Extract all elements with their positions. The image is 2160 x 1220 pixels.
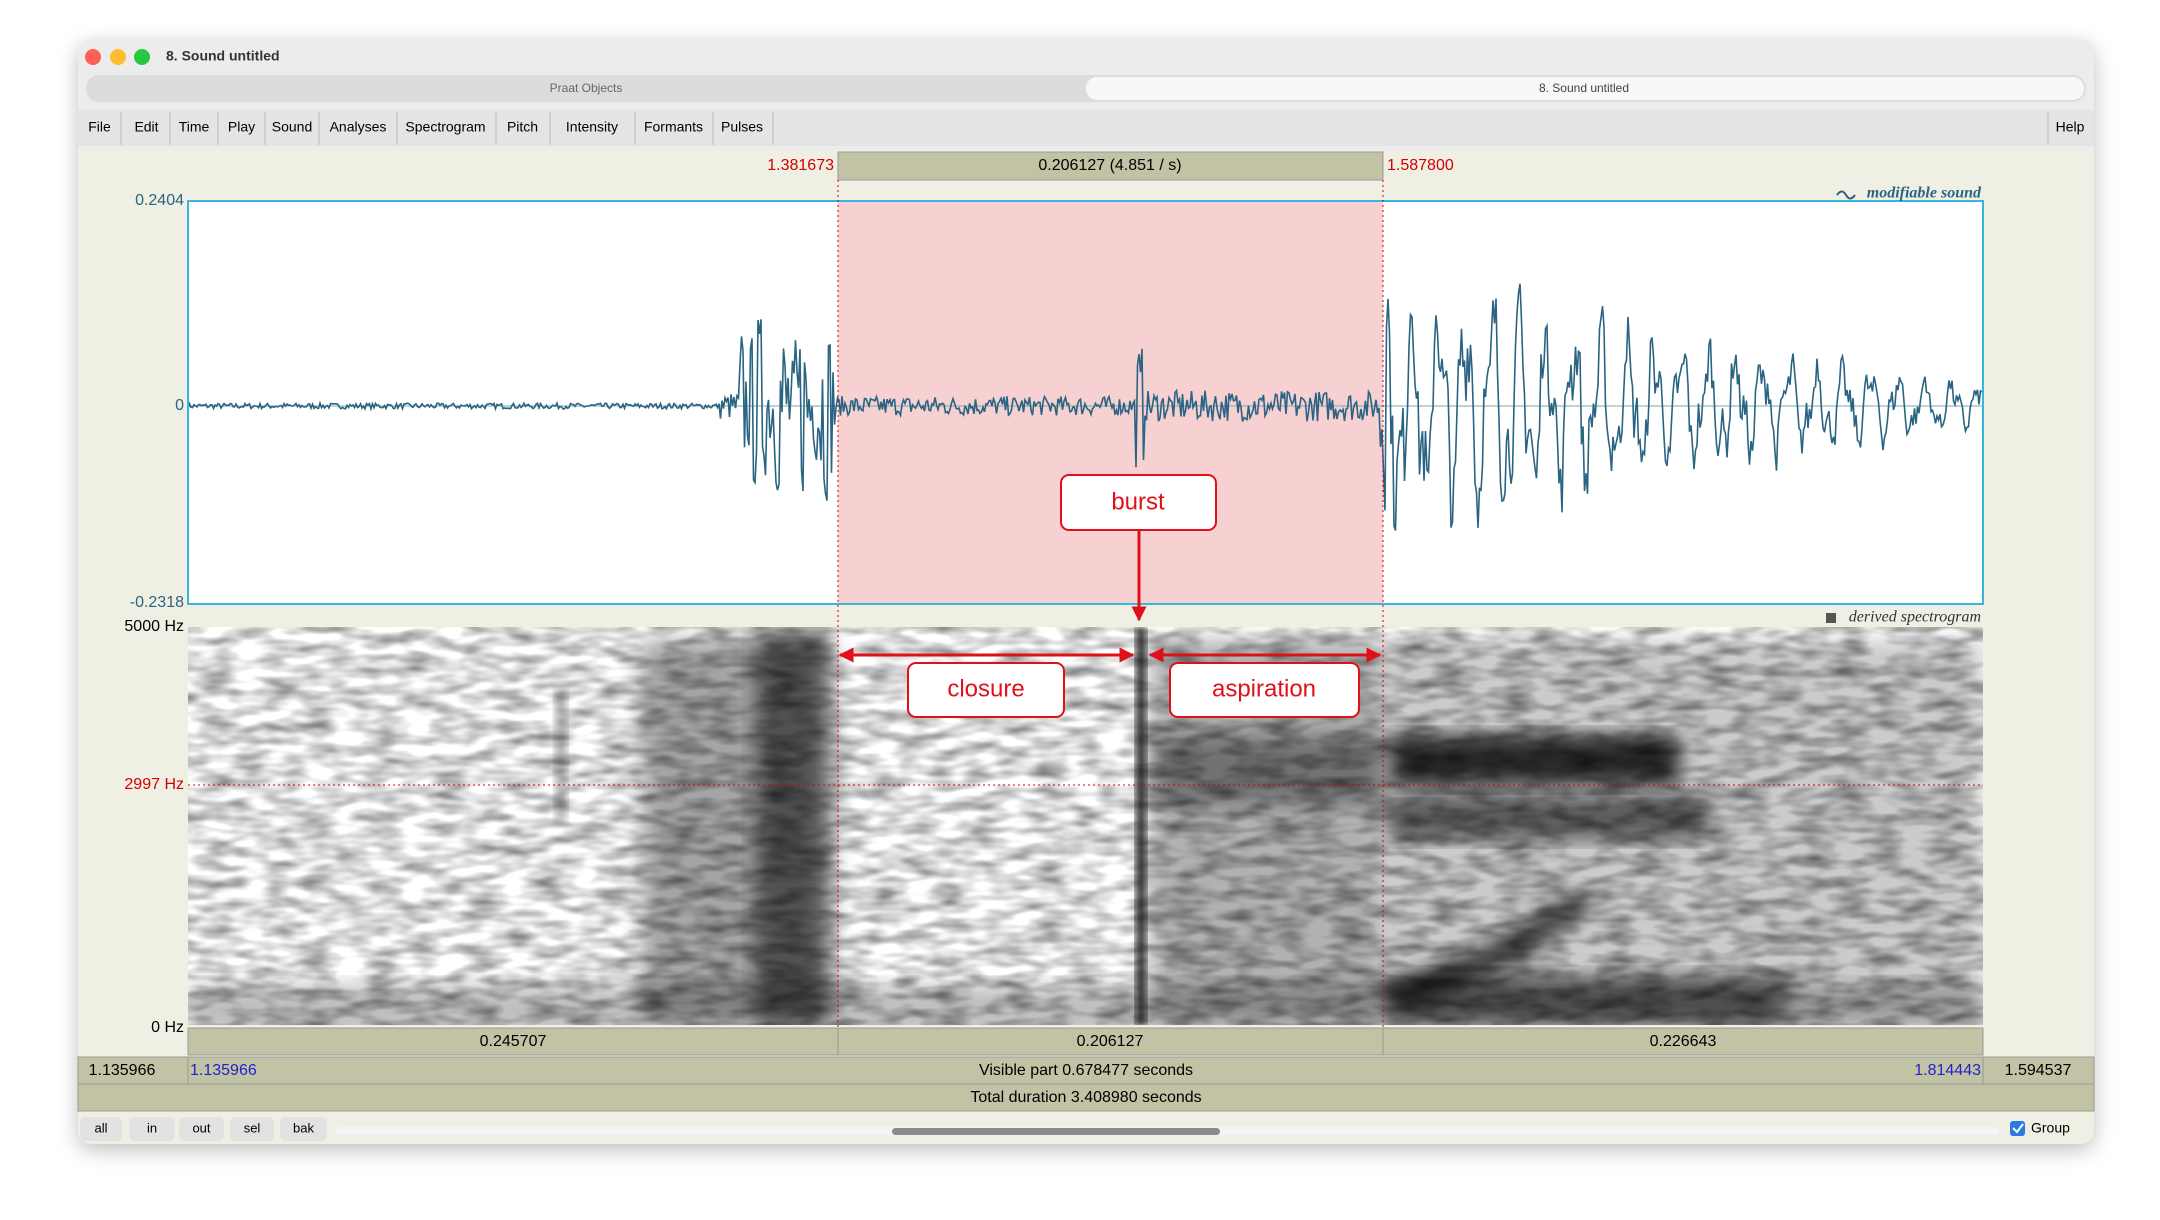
waveform-label: modifiable sound bbox=[1867, 185, 1982, 202]
menu-bar bbox=[78, 110, 2094, 146]
zoom-button-label: in bbox=[147, 1120, 157, 1135]
zoom-button[interactable] bbox=[129, 1117, 175, 1141]
spectrogram-icon bbox=[1826, 613, 1836, 623]
zoom-button-label: bak bbox=[293, 1120, 314, 1135]
window-end: 1.594537 bbox=[2005, 1062, 2072, 1079]
zoom-button-label: sel bbox=[244, 1120, 261, 1135]
duration-label: 0.226643 bbox=[1650, 1033, 1717, 1050]
menu-item[interactable]: Formants bbox=[644, 119, 703, 135]
duration-segment[interactable] bbox=[837, 1027, 1384, 1056]
waveform bbox=[187, 283, 1983, 531]
annotation-box bbox=[907, 662, 1065, 718]
menu-item[interactable]: Pulses bbox=[721, 119, 763, 135]
menu-item[interactable]: Sound bbox=[272, 119, 312, 135]
selection-start: 1.381673 bbox=[767, 157, 834, 174]
duration-label: 0.245707 bbox=[480, 1033, 547, 1050]
zoom-button-label: all bbox=[94, 1120, 107, 1135]
visible-start: 1.135966 bbox=[190, 1062, 257, 1079]
active-tab[interactable] bbox=[1086, 77, 2084, 100]
tab[interactable]: Praat Objects bbox=[550, 81, 623, 95]
group-label: Group bbox=[2031, 1120, 2070, 1136]
zoom-button[interactable] bbox=[280, 1117, 327, 1141]
menu-item[interactable]: File bbox=[88, 119, 111, 135]
visible-end: 1.814443 bbox=[1914, 1062, 1981, 1079]
annotation: aspiration bbox=[1212, 675, 1316, 702]
scrollbar-thumb[interactable] bbox=[892, 1128, 1220, 1135]
total-bar[interactable] bbox=[77, 1083, 2095, 1112]
annotation-box bbox=[1169, 662, 1360, 718]
sound-icon bbox=[1836, 190, 1856, 200]
total-duration: Total duration 3.408980 seconds bbox=[970, 1089, 1201, 1106]
frequency-max: 5000 Hz bbox=[124, 618, 184, 635]
group-checkbox[interactable] bbox=[2010, 1121, 2025, 1136]
zoom-button[interactable] bbox=[134, 49, 150, 65]
close-button[interactable] bbox=[85, 49, 101, 65]
amplitude-zero: 0 bbox=[175, 397, 184, 414]
selection-end: 1.587800 bbox=[1387, 157, 1454, 174]
menu-item[interactable]: Play bbox=[228, 119, 255, 135]
menu-item[interactable]: Time bbox=[179, 119, 210, 135]
duration-label: 0.206127 bbox=[1077, 1033, 1144, 1050]
menu-item[interactable]: Spectrogram bbox=[405, 119, 485, 135]
annotation: burst bbox=[1111, 488, 1165, 515]
window-title: 8. Sound untitled bbox=[166, 48, 280, 64]
spectrogram-label: derived spectrogram bbox=[1849, 609, 1981, 626]
frequency-cursor-label: 2997 Hz bbox=[124, 776, 184, 793]
menu-item[interactable]: Edit bbox=[134, 119, 158, 135]
annotation: closure bbox=[947, 675, 1024, 702]
zoom-button-label: out bbox=[192, 1120, 210, 1135]
selection-bar[interactable] bbox=[837, 151, 1384, 181]
menu-item[interactable]: Help bbox=[2056, 119, 2085, 135]
tab[interactable]: 8. Sound untitled bbox=[1539, 81, 1629, 95]
amplitude-max: 0.2404 bbox=[135, 192, 184, 209]
zoom-button[interactable] bbox=[80, 1117, 122, 1141]
window-start: 1.135966 bbox=[89, 1062, 156, 1079]
selection-length: 0.206127 (4.851 / s) bbox=[1038, 157, 1181, 174]
check-mark bbox=[2012, 1123, 2024, 1134]
duration-segment[interactable] bbox=[1382, 1027, 1984, 1056]
amplitude-min: -0.2318 bbox=[130, 594, 184, 611]
menu-item[interactable]: Intensity bbox=[566, 119, 618, 135]
zoom-button[interactable] bbox=[230, 1117, 274, 1141]
spectrogram-image bbox=[188, 627, 1983, 1025]
zoom-button[interactable] bbox=[179, 1117, 224, 1141]
minimize-button[interactable] bbox=[110, 49, 126, 65]
duration-segment[interactable] bbox=[187, 1027, 839, 1056]
menu-item[interactable]: Analyses bbox=[330, 119, 387, 135]
visible-part: Visible part 0.678477 seconds bbox=[979, 1062, 1193, 1079]
menu-item[interactable]: Pitch bbox=[507, 119, 538, 135]
waveform-border bbox=[187, 200, 1984, 605]
frequency-min: 0 Hz bbox=[151, 1019, 184, 1036]
